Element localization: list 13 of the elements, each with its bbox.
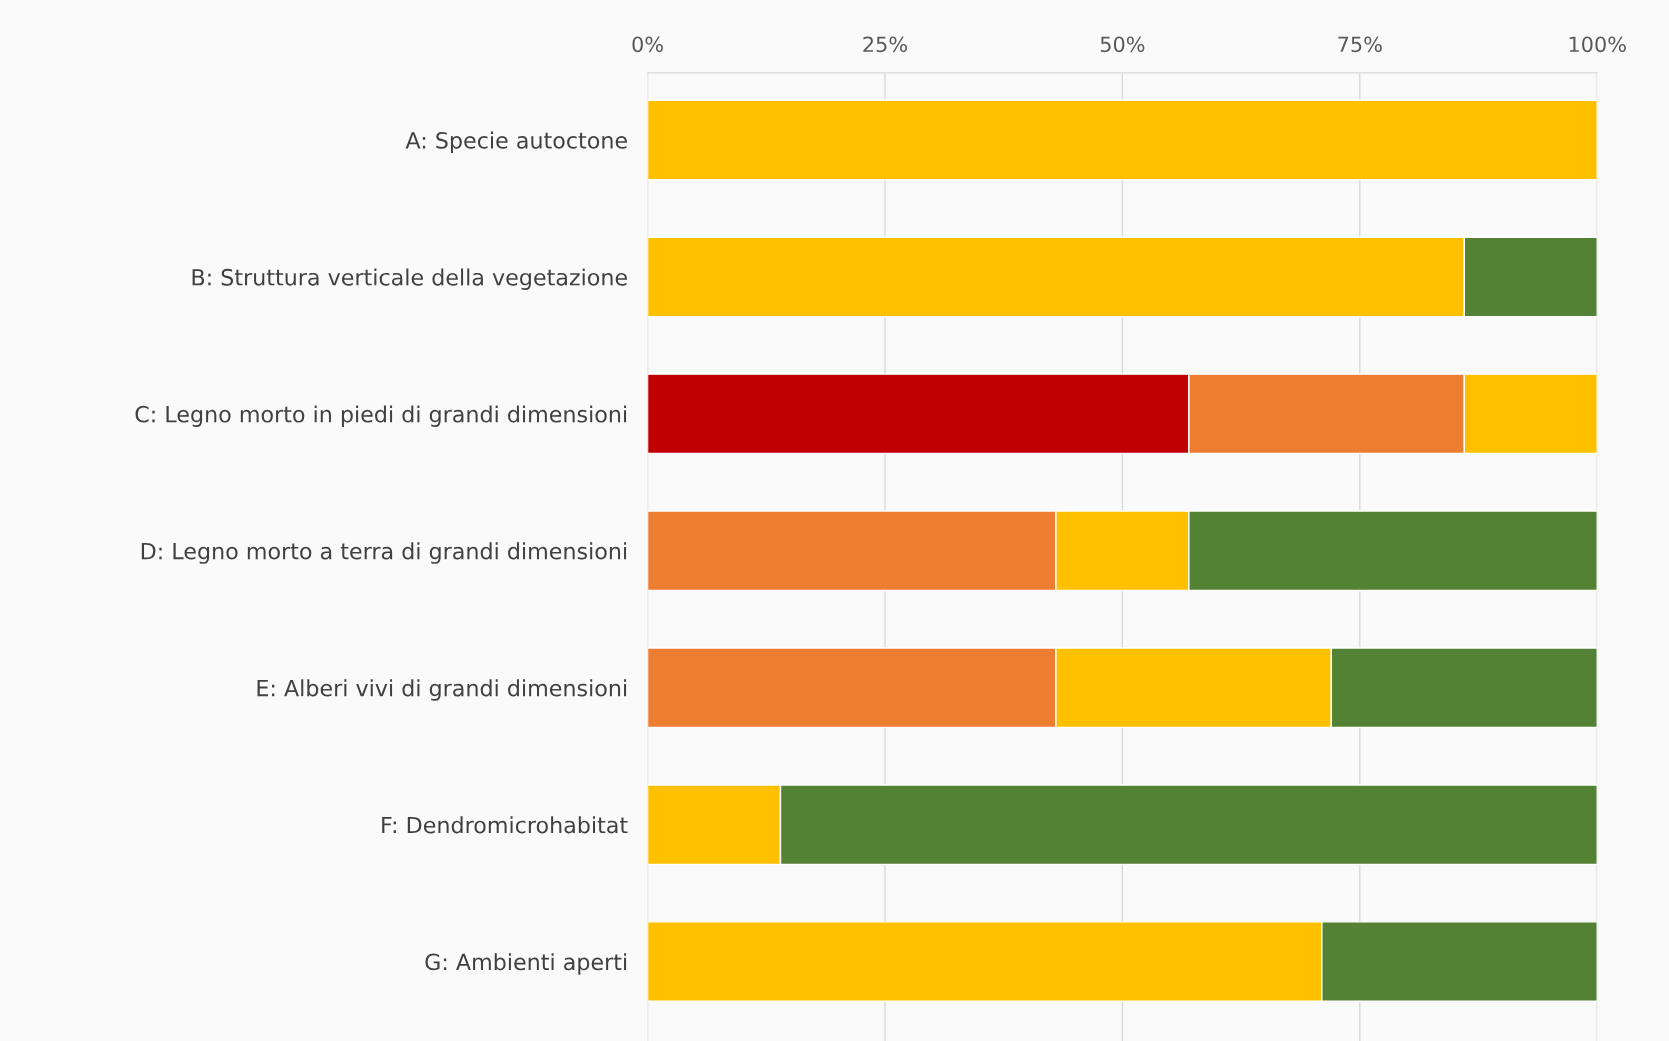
y-tick-label: C: Legno morto in piedi di grandi dimensioni [135,405,627,427]
y-tick-label: G: Ambienti aperti [425,953,627,975]
x-tick-label: 75% [1338,36,1382,53]
x-tick-label: 100% [1569,36,1626,53]
x-tick-label: 50% [1100,36,1145,53]
y-tick-label: A: Specie autoctone [405,131,627,154]
y-tick-label: D: Legno morto a terra di grandi dimensioni [141,542,627,564]
y-tick-label: B: Struttura verticale della vegetazione [192,268,627,290]
y-tick-label: F: Dendromicrohabitat [382,816,628,834]
x-tick-label: 25% [863,36,907,53]
y-tick-label: E: Alberi vivi di grandi dimensioni [257,679,627,701]
x-tick-label: 0% [632,36,663,53]
bar [647,99,1598,181]
